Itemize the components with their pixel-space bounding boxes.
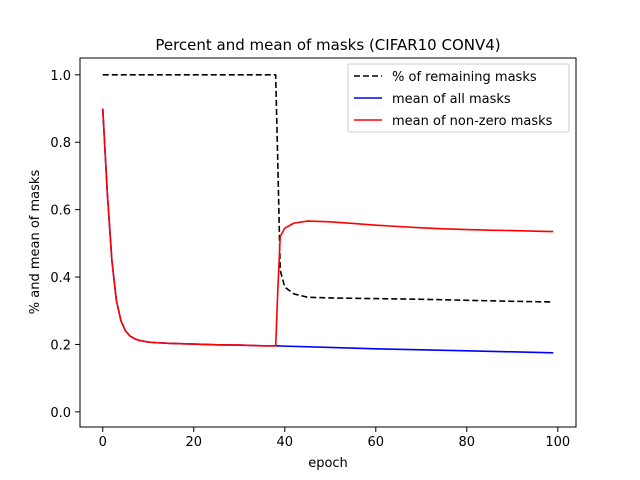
y-tick-label: 0.4 [50, 271, 71, 286]
legend-label: mean of all masks [392, 92, 511, 107]
plot-frame [79, 57, 577, 428]
x-tick-label: 60 [368, 435, 385, 450]
x-tick-label: 80 [459, 435, 476, 450]
x-tick-label: 100 [545, 435, 570, 450]
y-tick-label: 0.0 [50, 406, 71, 421]
legend-box [347, 63, 570, 133]
y-tick-label: 1.0 [50, 69, 71, 84]
series-line-2 [101, 108, 554, 347]
y-tick-label: 0.6 [50, 204, 71, 219]
y-tick-label: 0.2 [50, 338, 71, 353]
y-tick-label: 0.8 [50, 136, 71, 151]
y-axis: 0.0 0.2 0.4 0.6 0.8 1.0 [50, 69, 80, 421]
x-tick-label: 0 [99, 435, 107, 450]
legend-label: mean of non-zero masks [392, 114, 553, 129]
chart-title: Percent and mean of masks (CIFAR10 CONV4… [155, 36, 500, 54]
legend: % of remaining masks mean of all masks mea… [347, 63, 570, 133]
x-axis-label: epoch [308, 456, 348, 471]
x-tick-label: 20 [185, 435, 202, 450]
x-axis: 0 20 40 60 80 100 [99, 427, 570, 450]
series-line-0 [102, 74, 554, 303]
series-layer [101, 74, 554, 354]
legend-label: % of remaining masks [392, 70, 537, 85]
x-tick-label: 40 [276, 435, 293, 450]
y-axis-label: % and mean of masks [28, 170, 43, 315]
